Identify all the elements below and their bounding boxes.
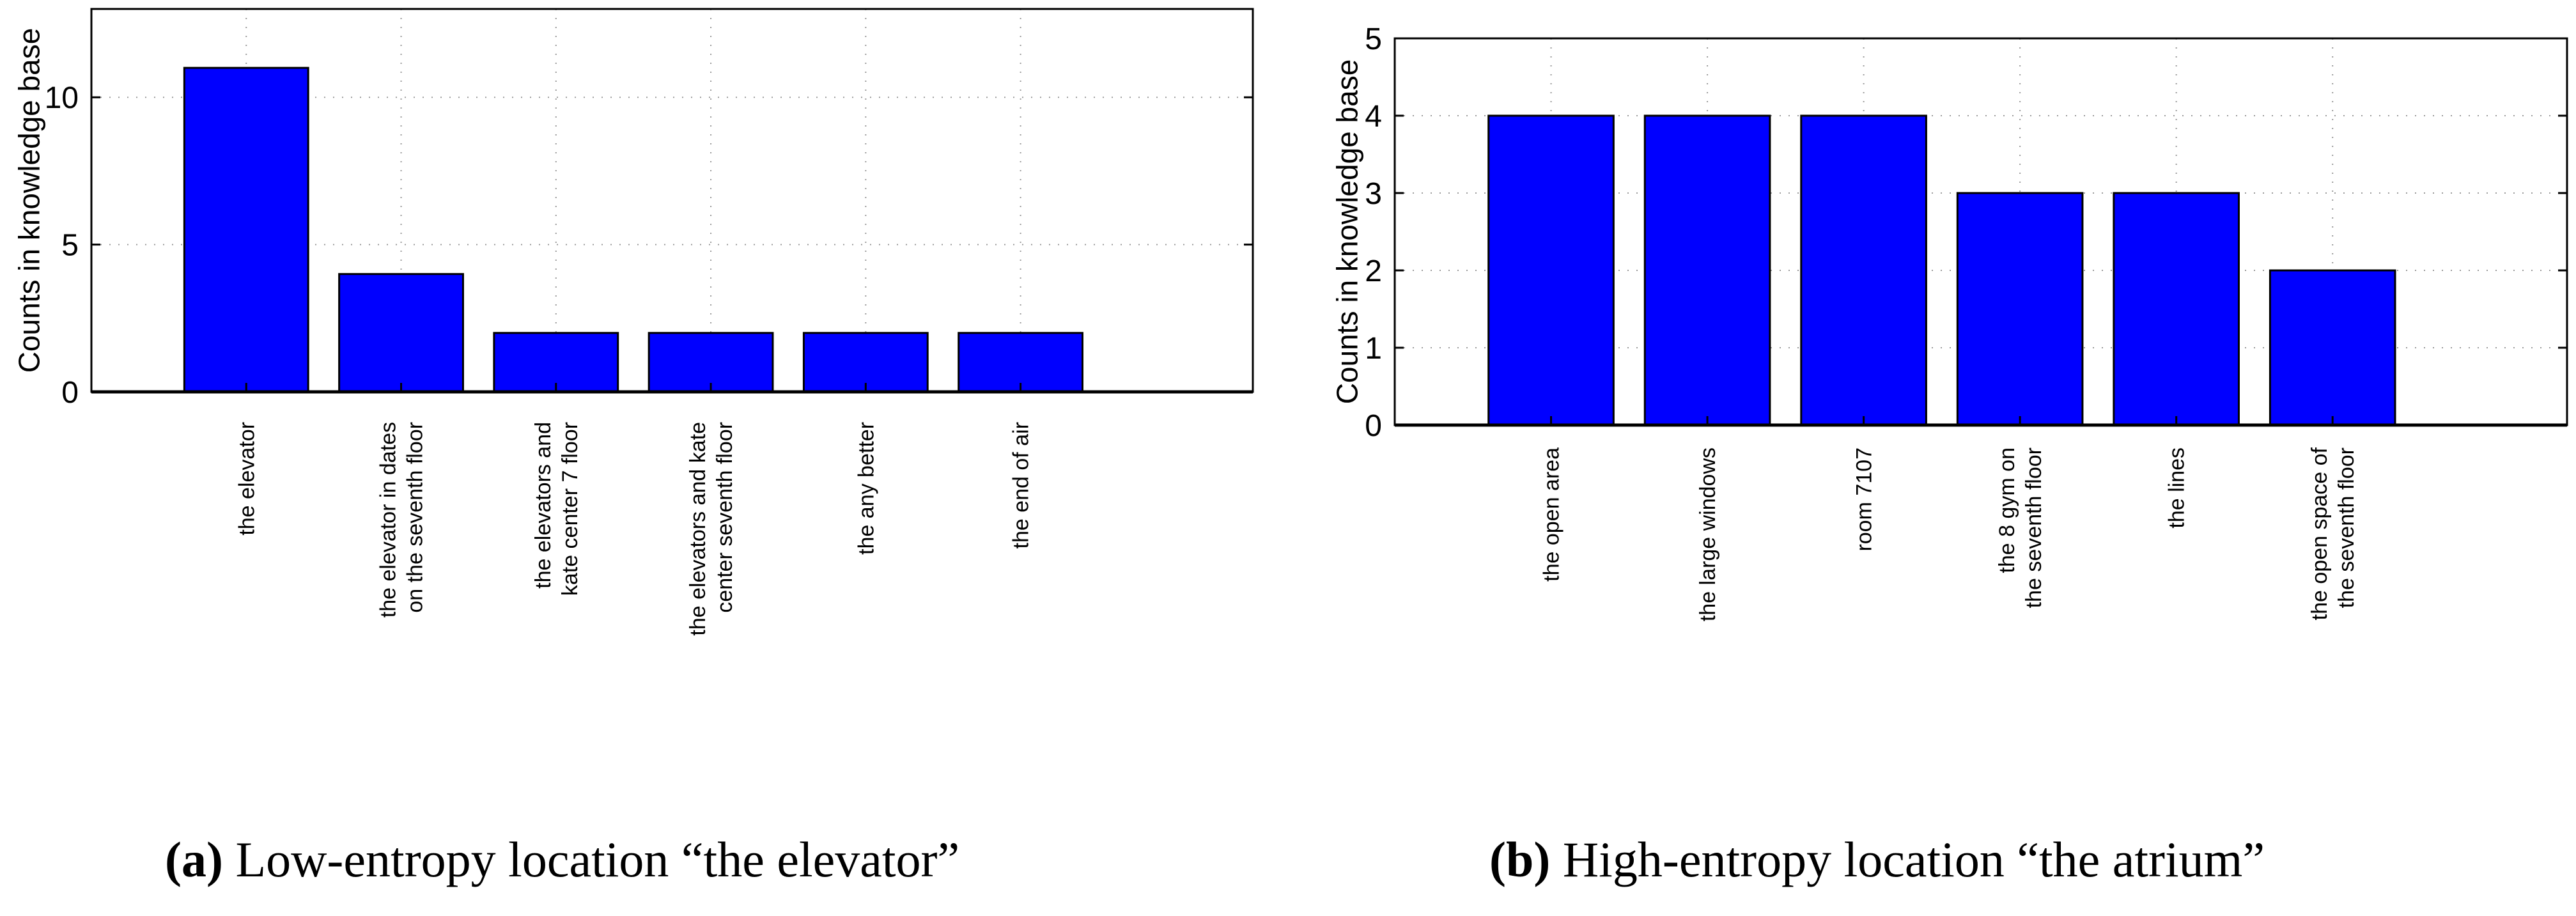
- chart-b-ylabel: Counts in knowledge base: [1331, 59, 1364, 405]
- chart-a-bar-4: [802, 332, 929, 393]
- chart-b-bar-4: [2113, 192, 2240, 426]
- chart-b-bar-2: [1800, 114, 1927, 426]
- chart-b-category-label-2-line-0: room 7107: [1852, 447, 1877, 552]
- caption-a-text: Low-entropy location “the elevator”: [222, 832, 960, 887]
- chart-b-category-label-5-line-1: the seventh floor: [2334, 447, 2359, 608]
- chart-a-bar-0: [183, 66, 309, 393]
- chart-b-ytick-label-0: 0: [1365, 409, 1382, 443]
- chart-a-bar-2: [493, 332, 619, 393]
- chart-b-ytick-label-4: 4: [1365, 100, 1382, 134]
- chart-a-category-label-1-line-0: the elevator in dates: [376, 422, 401, 617]
- chart-b-bar-3: [1956, 192, 2084, 426]
- chart-a-category-label-2-line-0: the elevators and: [531, 422, 555, 589]
- chart-a-category-label-1-line-1: on the seventh floor: [403, 422, 428, 613]
- chart-b-category-label-2: room 7107: [1852, 447, 1877, 552]
- chart-a-category-label-0-line-0: the elevator: [235, 422, 259, 536]
- caption-b-letter: (b): [1489, 832, 1551, 887]
- chart-a-category-label-3-line-1: center seventh floor: [713, 422, 737, 613]
- chart-b-category-label-0: the open area: [1540, 447, 1564, 582]
- chart-a-ylabel: Counts in knowledge base: [13, 28, 46, 373]
- chart-b-category-label-1-line-0: the large windows: [1696, 447, 1720, 621]
- chart-a-bar-5: [958, 332, 1084, 393]
- chart-b-ytick-label-2: 2: [1365, 254, 1382, 288]
- chart-b-bar-0: [1487, 114, 1615, 426]
- caption-a: (a) Low-entropy location “the elevator”: [165, 831, 959, 889]
- chart-b-ytick-label-1: 1: [1365, 332, 1382, 366]
- chart-a-category-label-3-line-0: the elevators and kate: [686, 422, 710, 636]
- chart-b-category-label-1: the large windows: [1696, 447, 1720, 621]
- chart-a-ytick-label-1: 5: [61, 229, 79, 263]
- chart-b-ytick-label-5: 5: [1365, 22, 1382, 56]
- chart-a-ytick-label-0: 0: [61, 376, 79, 410]
- chart-a-category-label-4: the any better: [854, 422, 878, 555]
- chart-a-category-label-5: the end of air: [1009, 422, 1034, 548]
- chart-a-category-label-4-line-0: the any better: [854, 422, 878, 555]
- caption-b: (b) High-entropy location “the atrium”: [1489, 831, 2265, 889]
- chart-a-category-label-0: the elevator: [235, 422, 259, 536]
- chart-a-bar-3: [648, 332, 774, 393]
- chart-a-category-label-3: the elevators and kate center seventh flo…: [686, 422, 737, 636]
- chart-b-category-label-4-line-0: the lines: [2165, 447, 2189, 529]
- chart-b-ytick-label-3: 3: [1365, 177, 1382, 211]
- chart-b-category-label-3-line-1: the seventh floor: [2022, 447, 2046, 608]
- caption-a-letter: (a): [165, 832, 223, 887]
- chart-b-category-label-5: the open space of the seventh floor: [2308, 447, 2359, 620]
- caption-b-text: High-entropy location “the atrium”: [1550, 832, 2265, 887]
- chart-a-ytick-label-2: 10: [45, 81, 79, 115]
- chart-b-bar-5: [2269, 269, 2396, 426]
- chart-a-category-label-2-line-1: kate center 7 floor: [558, 422, 582, 596]
- chart-a-category-label-2: the elevators and kate center 7 floor: [531, 422, 582, 596]
- chart-b-category-label-3-line-0: the 8 gym on: [1995, 447, 2019, 573]
- chart-b-bar-1: [1643, 114, 1771, 426]
- chart-b-category-label-0-line-0: the open area: [1540, 447, 1564, 582]
- chart-b-category-label-4: the lines: [2165, 447, 2189, 529]
- chart-b-category-label-5-line-0: the open space of: [2308, 447, 2332, 620]
- chart-a-bar-1: [338, 273, 464, 393]
- chart-b-category-label-3: the 8 gym on the seventh floor: [1995, 447, 2046, 608]
- chart-a-category-label-1: the elevator in dates on the seventh floo…: [376, 422, 428, 617]
- chart-a-category-label-5-line-0: the end of air: [1009, 422, 1034, 548]
